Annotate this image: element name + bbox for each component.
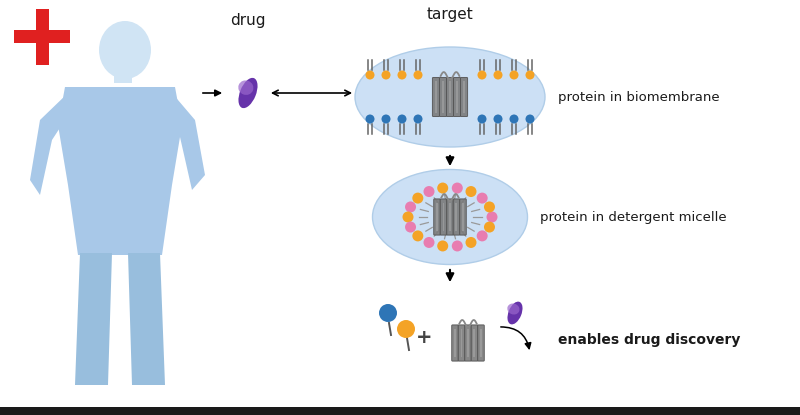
Circle shape (366, 115, 374, 124)
Bar (462, 203, 464, 231)
Circle shape (526, 115, 534, 124)
FancyBboxPatch shape (453, 199, 460, 235)
FancyArrowPatch shape (501, 327, 530, 349)
Ellipse shape (373, 169, 527, 264)
Ellipse shape (507, 303, 519, 315)
Circle shape (478, 115, 486, 124)
Bar (449, 81, 450, 113)
Circle shape (379, 304, 397, 322)
Polygon shape (58, 87, 182, 255)
Bar (474, 329, 475, 357)
Circle shape (494, 115, 502, 124)
Circle shape (412, 193, 423, 204)
Circle shape (398, 71, 406, 80)
Circle shape (452, 240, 462, 251)
FancyBboxPatch shape (471, 325, 478, 361)
FancyBboxPatch shape (478, 325, 484, 361)
Polygon shape (75, 253, 112, 385)
Text: drug: drug (230, 13, 266, 28)
Circle shape (510, 71, 518, 80)
Circle shape (510, 115, 518, 124)
Circle shape (414, 71, 422, 80)
Polygon shape (128, 253, 165, 385)
FancyBboxPatch shape (458, 325, 465, 361)
FancyBboxPatch shape (465, 325, 471, 361)
Circle shape (412, 230, 423, 242)
Bar (442, 81, 444, 113)
Circle shape (484, 222, 495, 232)
Circle shape (438, 183, 448, 193)
Circle shape (398, 115, 406, 124)
Circle shape (477, 193, 488, 204)
Circle shape (366, 71, 374, 80)
Text: target: target (426, 7, 474, 22)
Bar (442, 203, 444, 231)
Text: protein in detergent micelle: protein in detergent micelle (540, 210, 726, 224)
Circle shape (484, 201, 495, 212)
Bar (114, 50, 132, 83)
FancyBboxPatch shape (461, 78, 467, 117)
FancyBboxPatch shape (446, 78, 454, 117)
FancyBboxPatch shape (454, 78, 461, 117)
FancyBboxPatch shape (434, 199, 440, 235)
FancyBboxPatch shape (439, 78, 446, 117)
Bar (467, 329, 469, 357)
Circle shape (402, 212, 414, 222)
Ellipse shape (355, 47, 545, 147)
Bar (434, 81, 437, 113)
Bar (455, 203, 458, 231)
Circle shape (466, 186, 477, 197)
Circle shape (405, 201, 416, 212)
Bar (456, 81, 458, 113)
Circle shape (405, 222, 416, 232)
FancyBboxPatch shape (440, 199, 447, 235)
Circle shape (423, 186, 434, 197)
Polygon shape (162, 93, 205, 190)
Ellipse shape (507, 302, 522, 325)
Text: protein in biomembrane: protein in biomembrane (558, 90, 720, 103)
Bar (36, 9, 49, 65)
Bar (480, 329, 482, 357)
Bar (0, 407, 800, 415)
Bar (14, 30, 70, 43)
Bar (449, 203, 450, 231)
Bar (461, 329, 462, 357)
Circle shape (438, 240, 448, 251)
Circle shape (452, 183, 462, 193)
FancyBboxPatch shape (446, 199, 454, 235)
Ellipse shape (238, 81, 254, 95)
Circle shape (382, 115, 390, 124)
Bar (454, 329, 456, 357)
Circle shape (477, 230, 488, 242)
Bar (463, 81, 465, 113)
Circle shape (526, 71, 534, 80)
Text: enables drug discovery: enables drug discovery (558, 333, 740, 347)
Circle shape (486, 212, 498, 222)
FancyBboxPatch shape (460, 199, 466, 235)
Circle shape (423, 237, 434, 248)
Text: +: + (416, 327, 432, 347)
Circle shape (494, 71, 502, 80)
Circle shape (478, 71, 486, 80)
Circle shape (397, 320, 415, 338)
FancyBboxPatch shape (433, 78, 439, 117)
Ellipse shape (238, 78, 258, 108)
Bar (436, 203, 438, 231)
FancyBboxPatch shape (452, 325, 458, 361)
Circle shape (382, 71, 390, 80)
Circle shape (414, 115, 422, 124)
Ellipse shape (99, 21, 151, 79)
Polygon shape (30, 93, 78, 195)
Circle shape (466, 237, 477, 248)
